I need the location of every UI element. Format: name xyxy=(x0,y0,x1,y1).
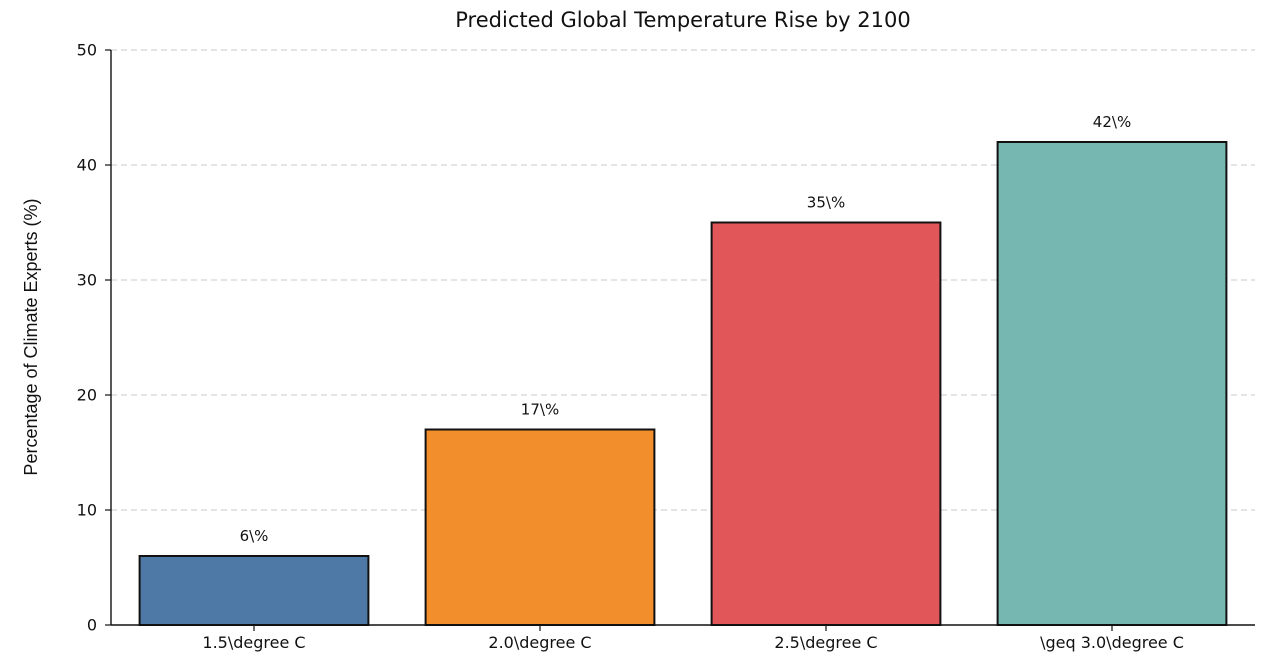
y-tick-label: 10 xyxy=(77,501,97,520)
y-tick-label: 40 xyxy=(77,156,97,175)
bar xyxy=(710,221,942,626)
axes xyxy=(105,49,1255,631)
y-axis-label: Percentage of Climate Experts (%) xyxy=(21,198,41,475)
y-tick-label: 50 xyxy=(77,41,97,60)
tick-labels: 0 10 20 30 40 50 1.5\degree C 2.0\degree C 2.5\d… xyxy=(77,41,1184,653)
bar-value-label: 6\% xyxy=(240,527,269,545)
bar-value-label: 17\% xyxy=(521,401,559,419)
bar xyxy=(996,141,1228,626)
value-labels: 6\% 17\% 35\% 42\% xyxy=(240,113,1132,545)
bar xyxy=(138,555,370,626)
y-tick-label: 0 xyxy=(87,616,97,635)
bar xyxy=(424,428,656,626)
chart-title: Predicted Global Temperature Rise by 210… xyxy=(455,8,910,32)
bar-value-label: 42\% xyxy=(1093,113,1131,131)
x-tick-label: 2.5\degree C xyxy=(774,633,877,652)
x-tick-label: \geq 3.0\degree C xyxy=(1040,633,1184,652)
x-tick-label: 2.0\degree C xyxy=(488,633,591,652)
y-tick-label: 30 xyxy=(77,271,97,290)
bar-value-label: 35\% xyxy=(807,194,845,212)
x-tick-label: 1.5\degree C xyxy=(202,633,305,652)
bars xyxy=(138,141,1228,626)
y-tick-label: 20 xyxy=(77,386,97,405)
